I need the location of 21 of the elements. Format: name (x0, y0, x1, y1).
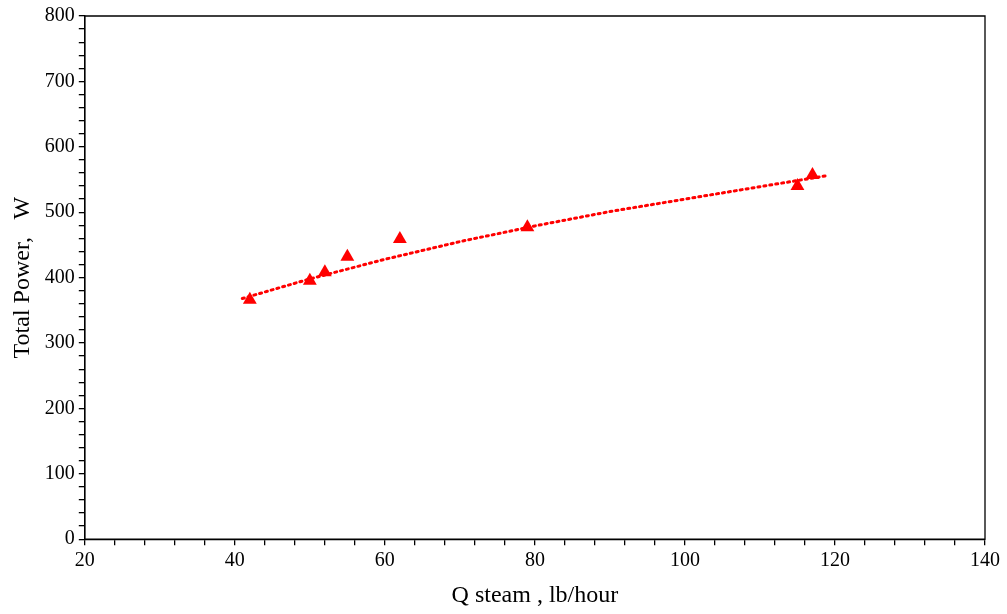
x-tick-label: 40 (224, 548, 245, 571)
point (790, 178, 805, 191)
x-tick-label: 140 (970, 548, 1000, 571)
point (340, 248, 355, 261)
y-tick-label: 300 (44, 330, 75, 353)
y-tick-label: 500 (44, 199, 75, 222)
y-tick-label: 800 (44, 3, 75, 26)
x-tick-label: 60 (374, 548, 395, 571)
y-tick-label: 700 (44, 68, 75, 91)
y-tick-label: 600 (44, 134, 75, 157)
point (392, 231, 407, 244)
y-tick-label: 100 (44, 461, 75, 484)
x-tick-label: 100 (669, 548, 700, 571)
x-axis-title: Q steam , lb/hour (451, 580, 619, 607)
y-tick-label: 200 (44, 395, 75, 418)
x-tick-label: 120 (819, 548, 850, 571)
y-axis-title: Total Power, W (7, 196, 34, 359)
x-tick-label: 20 (74, 548, 95, 571)
y-tick-label: 0 (64, 526, 75, 549)
x-tick-label: 80 (524, 548, 545, 571)
y-tick-label: 400 (44, 264, 75, 287)
